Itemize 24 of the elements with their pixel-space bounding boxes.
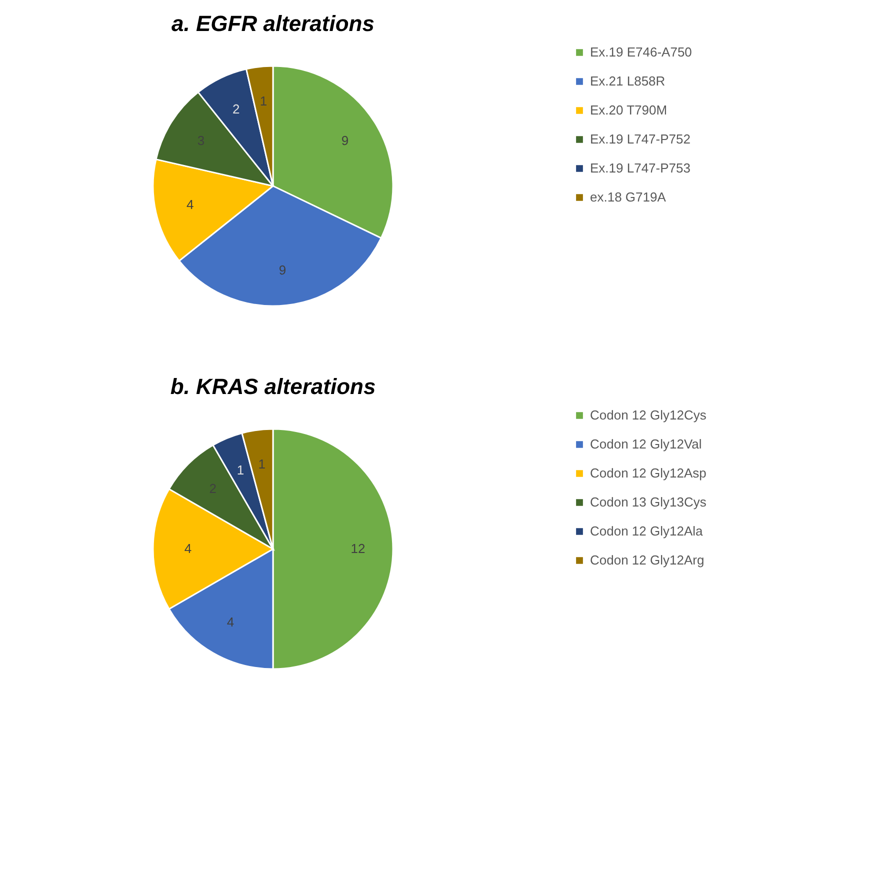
data-label: 4 — [184, 541, 192, 556]
chart-title: b. KRAS alterations — [170, 374, 376, 399]
legend-label: ex.18 G719A — [590, 190, 666, 204]
data-label: 9 — [341, 132, 349, 148]
legend-label: Codon 12 Gly12Ala — [590, 524, 704, 538]
legend-label: Ex.19 L747-P753 — [590, 160, 690, 176]
legend-label: Ex.19 L747-P752 — [590, 132, 690, 146]
legend-label: Ex.19 E746-A750 — [590, 44, 692, 60]
legend-label: Codon 12 Gly12Asp — [590, 466, 706, 480]
chart-title: a. EGFR alterations — [172, 11, 374, 36]
data-label: 4 — [186, 196, 194, 212]
data-label: 12 — [350, 541, 366, 556]
data-label: 9 — [278, 262, 286, 278]
legend-label: Ex.21 L858R — [590, 74, 666, 88]
legend-label: Codon 13 Gly13Cys — [590, 494, 707, 510]
legend-label: Codon 12 Gly12Arg — [590, 552, 704, 568]
legend-label: Codon 12 Gly12Cys — [590, 408, 707, 422]
legend-label: Ex.20 T790M — [590, 102, 668, 118]
data-label: 4 — [226, 614, 234, 630]
legend-label: Codon 12 Gly12Val — [590, 436, 702, 452]
data-label: 1 — [258, 456, 266, 472]
data-label: 1 — [260, 94, 268, 109]
data-label: 2 — [232, 101, 240, 116]
data-label: 1 — [236, 462, 244, 478]
